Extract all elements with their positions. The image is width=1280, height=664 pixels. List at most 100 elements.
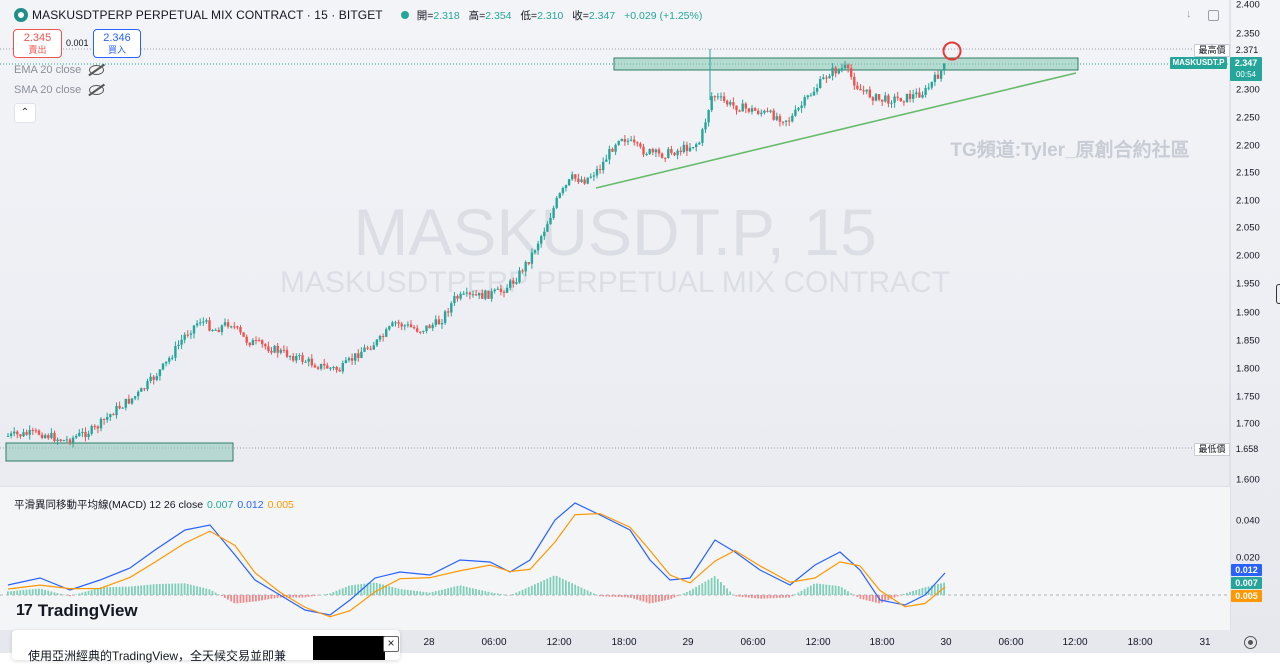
candle-body	[766, 110, 769, 112]
candle-body	[112, 414, 115, 416]
settings-gear-icon[interactable]	[1244, 636, 1257, 649]
histogram-bar	[245, 595, 248, 603]
histogram-bar	[679, 594, 682, 596]
candle-body	[567, 179, 571, 186]
hidden-eye-icon[interactable]	[89, 85, 105, 95]
candle-body	[512, 280, 515, 284]
candle-body	[431, 324, 434, 329]
histogram-bar	[654, 595, 657, 603]
buy-button[interactable]: 2.346 買入	[93, 29, 141, 58]
promo-banner[interactable]: 使用亞洲經典的TradingView，全天候交易並即兼 ×	[12, 630, 400, 663]
histogram-bar	[146, 584, 149, 595]
histogram-bar	[459, 585, 462, 595]
histogram-bar	[943, 582, 945, 595]
candle-body	[31, 429, 34, 431]
histogram-bar	[65, 595, 68, 596]
candle-body	[360, 351, 363, 358]
candle-body	[143, 388, 146, 390]
histogram-value-tag: 0.007	[1231, 577, 1262, 589]
macd-legend[interactable]: 平滑異同移動平均線(MACD) 12 26 close 0.007 0.012 0.0…	[14, 499, 294, 511]
symbol-title[interactable]: MASKUSDTPERP PERPETUAL MIX CONTRACT · 15…	[32, 8, 383, 22]
candle-body	[59, 439, 62, 441]
histogram-bar	[428, 592, 431, 595]
highlight-circle[interactable]	[942, 41, 962, 61]
candle-body	[168, 358, 171, 362]
histogram-bar	[701, 583, 704, 595]
histogram-bar	[344, 586, 347, 595]
candle-body	[704, 122, 707, 130]
tradingview-logo[interactable]: 17 TradingView	[16, 601, 138, 620]
histogram-bar	[747, 595, 750, 598]
histogram-bar	[31, 589, 34, 595]
candle-body	[853, 76, 856, 86]
candle-body	[270, 350, 273, 353]
hidden-eye-icon[interactable]	[89, 65, 105, 75]
histogram-bar	[248, 595, 251, 603]
ema-indicator-legend[interactable]: EMA 20 close	[14, 64, 105, 76]
histogram-bar	[592, 593, 595, 595]
candle-body	[791, 115, 794, 122]
histogram-bar	[720, 582, 722, 595]
histogram-bar	[899, 595, 902, 596]
histogram-bar	[81, 592, 84, 595]
candle-body	[130, 398, 134, 404]
histogram-bar	[577, 586, 580, 595]
candle-body	[149, 376, 152, 382]
candle-body	[915, 92, 918, 95]
histogram-bar	[639, 595, 642, 601]
candle-body	[180, 339, 183, 345]
histogram-bar	[196, 586, 198, 595]
time-axis-label: 18:00	[869, 637, 895, 648]
candle-body	[211, 329, 214, 331]
collapse-legend-button[interactable]: ⌃	[14, 103, 36, 123]
sell-button[interactable]: 2.345 賣出	[13, 29, 62, 58]
histogram-bar	[279, 595, 282, 598]
candle-body	[899, 97, 902, 102]
candle-body	[267, 346, 270, 351]
download-icon[interactable]: ↓	[1186, 8, 1192, 20]
macd-axis-label: 0.020	[1236, 552, 1260, 564]
histogram-bar	[716, 578, 719, 595]
candle-body	[822, 77, 825, 80]
histogram-bar	[143, 585, 146, 595]
histogram-bar	[515, 592, 518, 595]
support-zone[interactable]	[5, 442, 234, 462]
candle-body	[347, 358, 351, 361]
histogram-bar	[850, 593, 852, 595]
histogram-bar	[803, 589, 806, 595]
candle-body	[310, 358, 313, 366]
histogram-bar	[10, 591, 12, 595]
histogram-bar	[729, 591, 732, 595]
histogram-bar	[224, 595, 226, 598]
candle-body	[230, 326, 233, 328]
candle-body	[279, 349, 282, 353]
last-price-tag: 2.347 00:54	[1230, 57, 1262, 81]
close-icon[interactable]: ×	[383, 636, 399, 652]
candle-body	[673, 152, 676, 156]
resistance-zone[interactable]	[613, 57, 1079, 71]
fullscreen-icon[interactable]	[1208, 10, 1219, 21]
watermark-name: MASKUSDTPERP PERPETUAL MIX CONTRACT	[280, 266, 950, 299]
candle-body	[887, 95, 890, 104]
time-axis-label: 12:00	[805, 637, 831, 648]
candle-body	[750, 108, 754, 112]
histogram-bar	[140, 585, 143, 595]
histogram-bar	[211, 590, 214, 595]
candle-body	[155, 376, 158, 380]
candle-body	[99, 418, 103, 429]
histogram-bar	[623, 595, 626, 598]
candle-body	[741, 103, 744, 112]
candle-body	[753, 108, 757, 111]
candle-body	[217, 329, 220, 333]
sma-indicator-legend[interactable]: SMA 20 close	[14, 84, 105, 96]
candle-body	[657, 149, 661, 154]
candle-body	[626, 140, 630, 142]
candle-body	[633, 139, 636, 143]
histogram-bar	[859, 595, 862, 599]
ascending-trendline[interactable]	[595, 72, 1077, 189]
side-panel-toggle-icon[interactable]	[1276, 284, 1280, 304]
histogram-bar	[496, 593, 499, 595]
histogram-bar	[546, 578, 549, 595]
candle-body	[843, 64, 847, 69]
